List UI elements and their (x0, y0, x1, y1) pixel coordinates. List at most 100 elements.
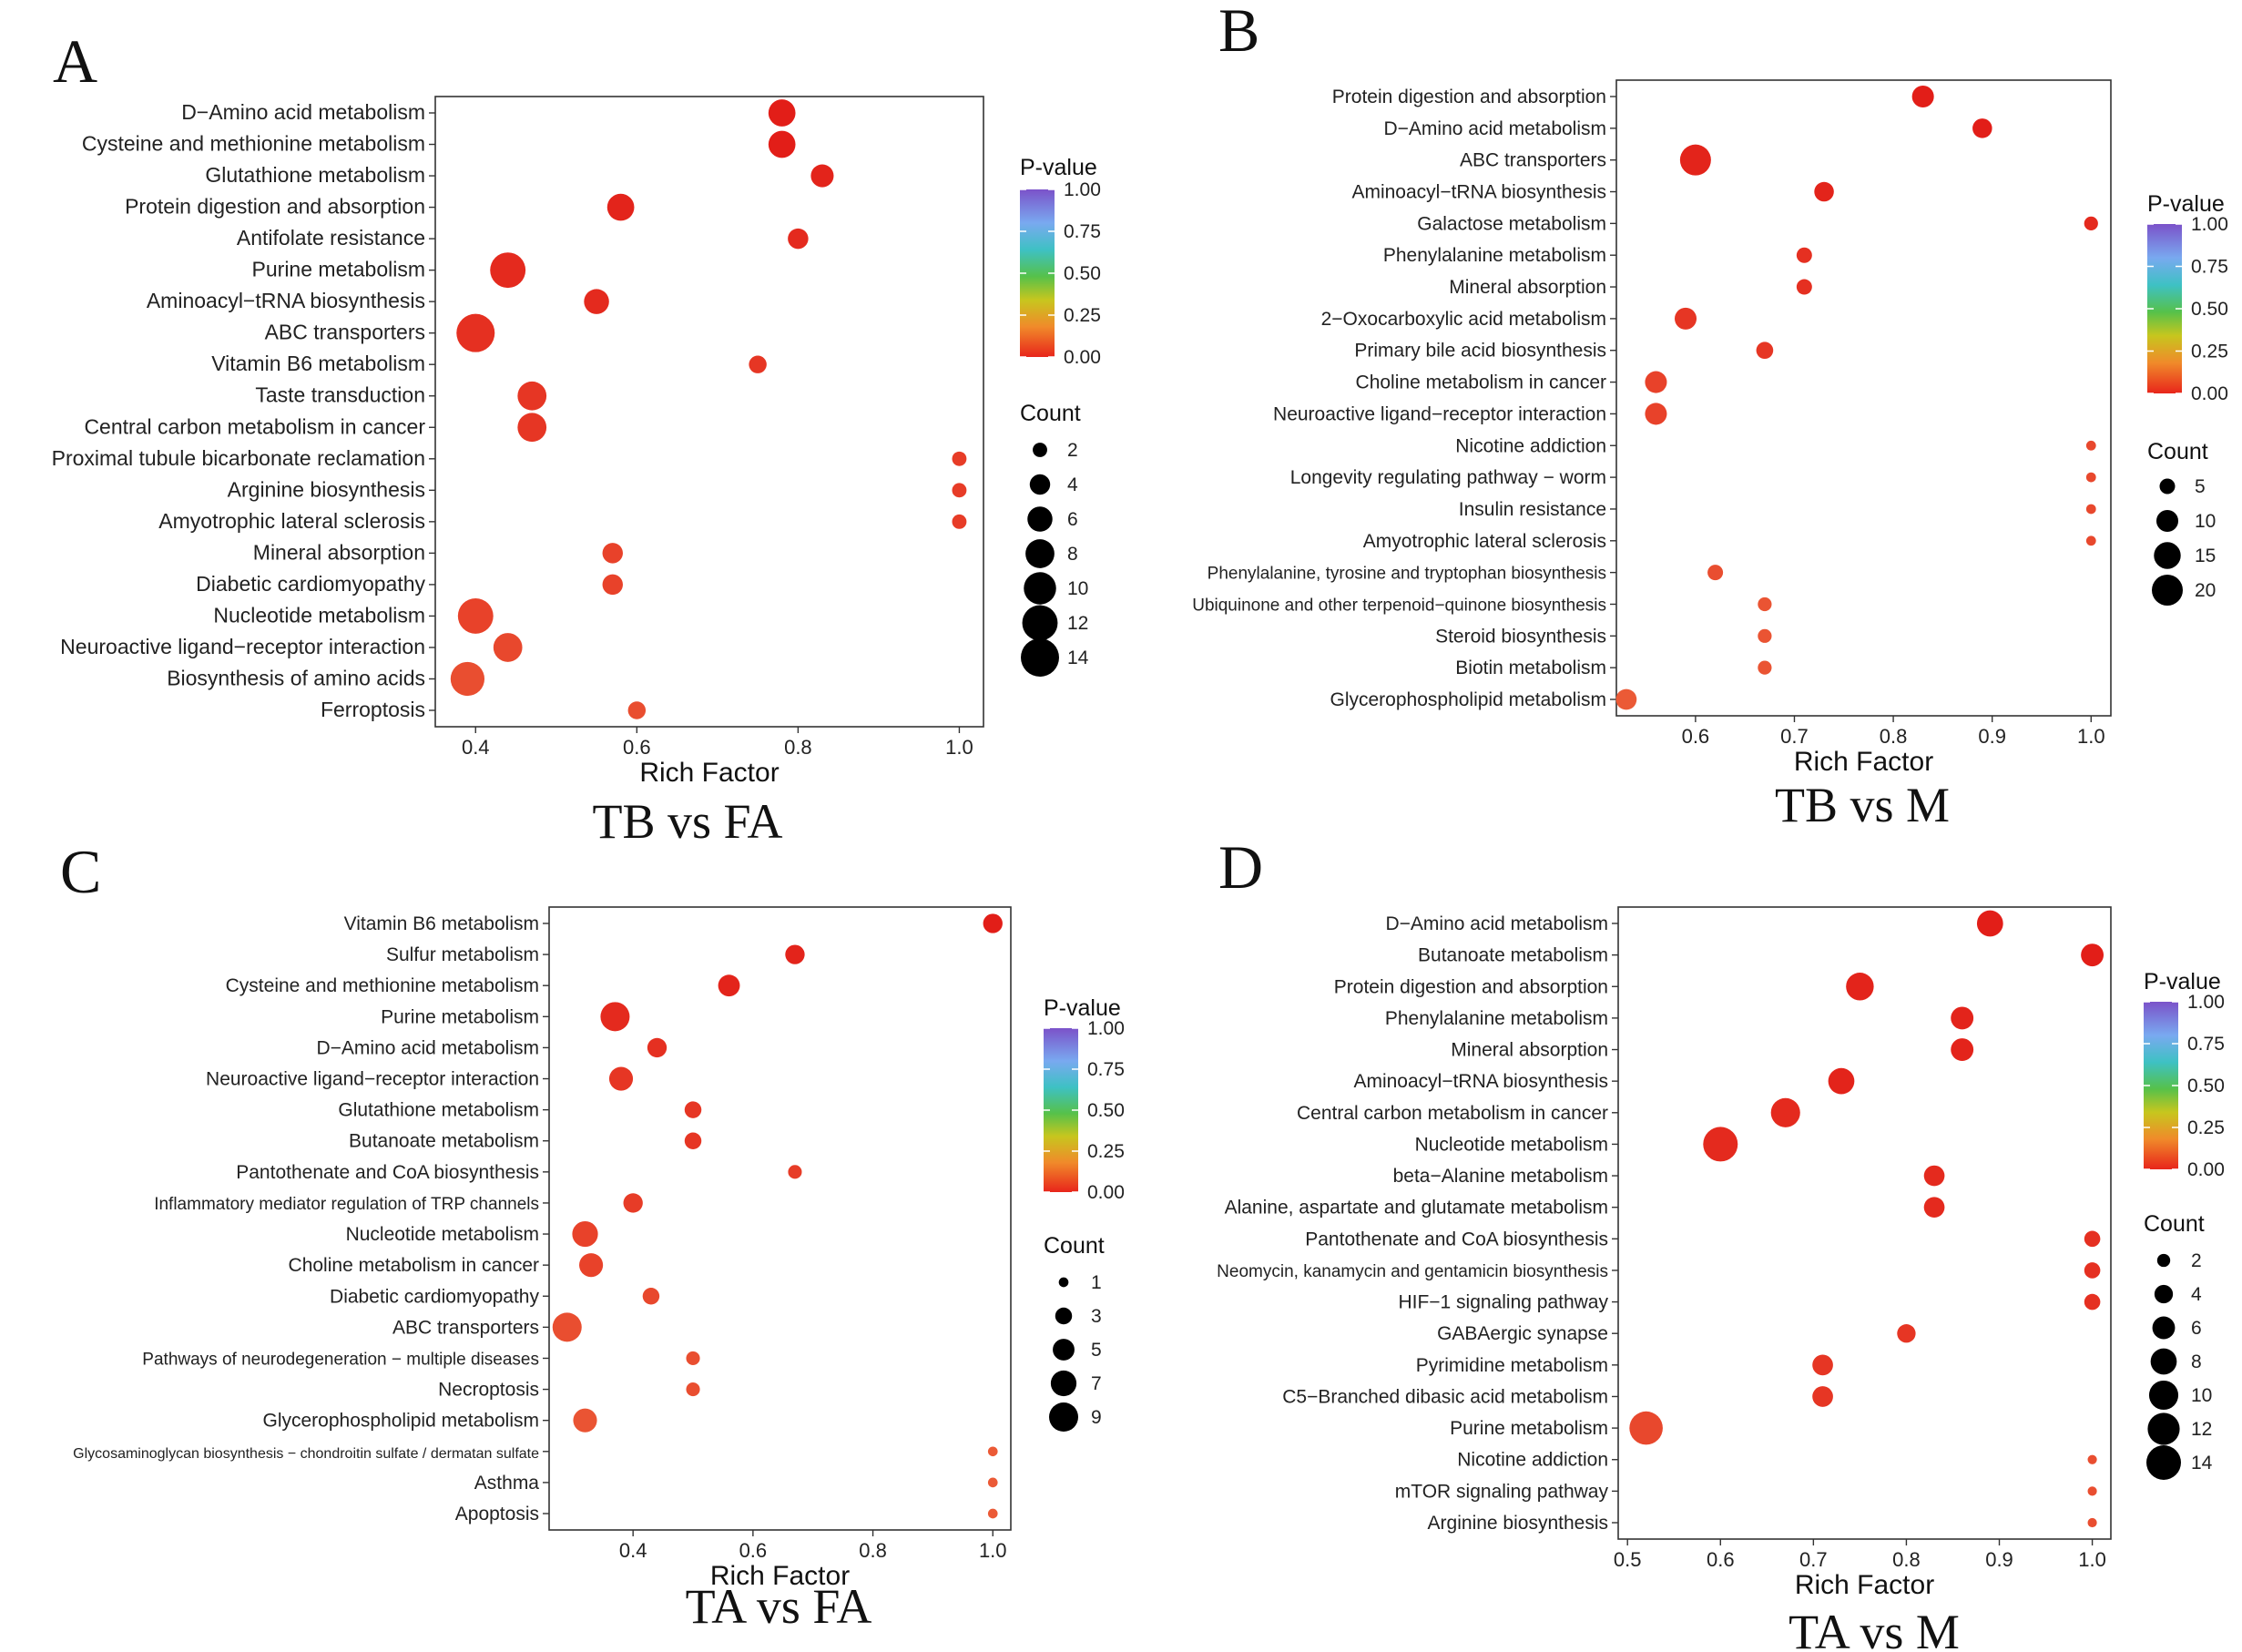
x-tick-label: 1.0 (2077, 725, 2105, 748)
count-legend-dot (1025, 539, 1055, 568)
data-point (600, 1002, 629, 1031)
count-legend-label: 4 (1067, 474, 1078, 495)
count-legend-dot (1023, 606, 1058, 641)
colorbar-tick-label: 0.00 (1064, 347, 1101, 368)
count-legend-dot (1049, 1402, 1078, 1432)
colorbar-tick-label: 0.25 (1064, 305, 1101, 326)
data-point (2086, 505, 2096, 515)
category-label: Neomycin, kanamycin and gentamicin biosy… (1217, 1262, 1608, 1281)
count-legend-label: 8 (1067, 544, 1078, 565)
data-point (1758, 597, 1771, 611)
data-point (1812, 1354, 1833, 1375)
count-legend-dot (2156, 510, 2178, 532)
colorbar-tick-label: 1.00 (1087, 1018, 1125, 1039)
x-tick-label: 0.9 (1978, 725, 2006, 748)
colorbar-tick-label: 0.50 (1087, 1100, 1125, 1121)
category-label: ABC transporters (1460, 150, 1606, 171)
data-point (2088, 1518, 2097, 1527)
pvalue-legend-title: P-value (2147, 191, 2225, 217)
category-label: Pantothenate and CoA biosynthesis (1305, 1229, 1608, 1249)
panel-subtitle: TB vs FA (592, 794, 782, 849)
data-point (988, 1509, 998, 1519)
data-point (603, 575, 623, 595)
category-label: Biotin metabolism (1455, 658, 1606, 678)
category-label: Phenylalanine, tyrosine and tryptophan b… (1208, 565, 1606, 584)
data-point (2084, 1231, 2101, 1248)
x-tick-label: 0.4 (462, 736, 490, 759)
category-label: Aminoacyl−tRNA biosynthesis (1351, 182, 1606, 203)
category-label: Inflammatory mediator regulation of TRP … (154, 1195, 539, 1214)
category-label: Biosynthesis of amino acids (167, 666, 425, 689)
plot-frame (1616, 80, 2111, 716)
data-point (607, 194, 635, 221)
category-label: mTOR signaling pathway (1395, 1481, 1609, 1502)
category-label: 2−Oxocarboxylic acid metabolism (1321, 309, 1606, 330)
count-legend-label: 2 (1067, 440, 1078, 461)
panel-letter: D (1218, 832, 1263, 902)
count-legend-label: 12 (2191, 1419, 2212, 1440)
x-tick-label: 0.8 (784, 736, 812, 759)
data-point (686, 1382, 699, 1396)
data-point (1758, 629, 1771, 643)
data-point (785, 944, 804, 964)
data-point (953, 452, 967, 466)
data-point (456, 314, 494, 352)
data-point (643, 1288, 659, 1304)
panel-d: D D−Amino acid metabolism Butanoate metabo… (1217, 832, 2225, 1652)
count-legend-label: 10 (1067, 578, 1088, 599)
count-legend-dot (2146, 1445, 2181, 1480)
data-point (988, 1446, 998, 1456)
panel-subtitle: TA vs M (1789, 1605, 1960, 1652)
category-label: Pyrimidine metabolism (1416, 1355, 1608, 1376)
category-label: Vitamin B6 metabolism (211, 352, 425, 375)
category-label: Neuroactive ligand−receptor interaction (206, 1069, 539, 1090)
count-legend-label: 20 (2195, 580, 2216, 601)
category-label: Amyotrophic lateral sclerosis (158, 509, 425, 533)
count-legend-title: Count (1020, 401, 1081, 426)
category-label: Mineral absorption (253, 540, 425, 564)
count-legend-dot (1027, 506, 1052, 531)
data-point (1924, 1197, 1945, 1218)
data-point (1977, 911, 2003, 937)
count-legend-dot (1021, 638, 1059, 677)
count-legend-dot (1059, 1278, 1069, 1288)
category-label: Pantothenate and CoA biosynthesis (236, 1162, 539, 1183)
category-label: Purine metabolism (381, 1006, 539, 1027)
category-label: Glycerophospholipid metabolism (263, 1411, 540, 1432)
count-legend-dot (2153, 1317, 2176, 1340)
count-legend-label: 12 (1067, 613, 1088, 634)
data-point (1814, 182, 1834, 202)
colorbar-tick-label: 0.50 (2191, 299, 2228, 320)
colorbar-tick-label: 0.00 (1087, 1182, 1125, 1203)
count-legend-label: 1 (1091, 1272, 1102, 1293)
data-point (628, 701, 646, 719)
panel-letter: B (1218, 0, 1259, 65)
count-legend-label: 5 (1091, 1340, 1102, 1361)
category-label: beta−Alanine metabolism (1393, 1166, 1608, 1187)
x-tick-label: 0.6 (623, 736, 651, 759)
data-point (603, 543, 623, 563)
category-label: Central carbon metabolism in cancer (1297, 1103, 1608, 1124)
data-point (749, 355, 766, 372)
data-point (685, 1101, 701, 1117)
category-label: HIF−1 signaling pathway (1398, 1292, 1608, 1313)
count-legend-dot (2152, 575, 2183, 606)
category-label: Insulin resistance (1459, 499, 1606, 520)
count-legend-dot (1053, 1339, 1075, 1361)
colorbar-tick-label: 0.00 (2191, 383, 2228, 404)
data-point (609, 1066, 633, 1090)
colorbar-tick-label: 0.25 (2187, 1117, 2225, 1138)
count-legend-label: 9 (1091, 1407, 1102, 1428)
plot-frame (1618, 907, 2111, 1539)
category-label: Asthma (474, 1473, 540, 1494)
data-point (1812, 1386, 1833, 1407)
colorbar-tick-label: 0.75 (2187, 1034, 2225, 1055)
category-label: Neuroactive ligand−receptor interaction (60, 635, 425, 658)
x-tick-label: 0.6 (1707, 1548, 1735, 1571)
data-point (1897, 1324, 1915, 1342)
count-legend-label: 3 (1091, 1306, 1102, 1327)
data-point (988, 1478, 998, 1488)
category-label: Butanoate metabolism (349, 1131, 539, 1152)
data-point (1703, 1127, 1738, 1161)
data-point (572, 1221, 597, 1247)
